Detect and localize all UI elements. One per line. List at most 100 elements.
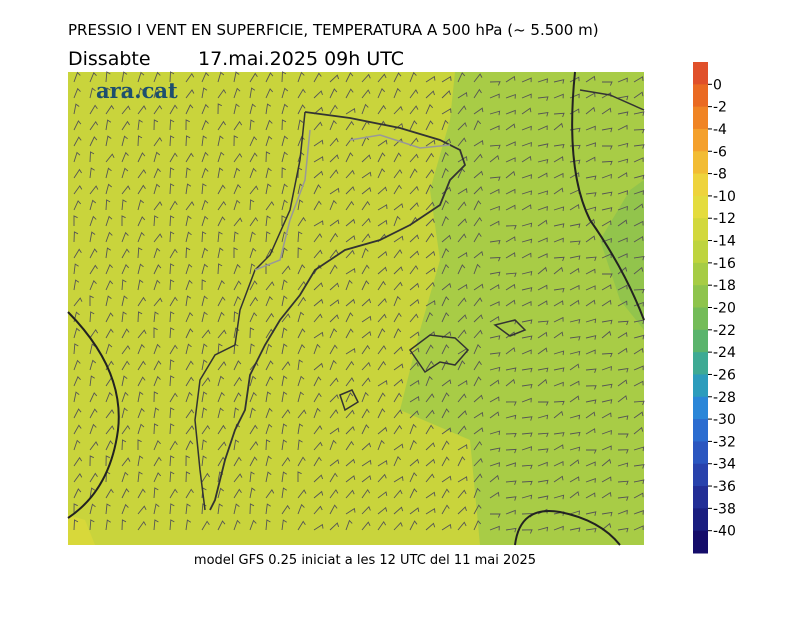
wind-barb xyxy=(553,156,564,163)
colorbar-segment xyxy=(693,374,708,398)
wind-barb xyxy=(505,170,516,179)
island xyxy=(339,389,359,412)
wind-barb xyxy=(505,272,517,278)
wind-barb xyxy=(345,519,353,531)
colorbar-label: -18 xyxy=(713,278,736,294)
wind-barb xyxy=(265,72,274,83)
colorbar-segment xyxy=(693,84,708,108)
wind-barb xyxy=(281,391,288,403)
wind-barb xyxy=(185,376,194,387)
wind-barb xyxy=(585,175,597,181)
wind-barb xyxy=(553,400,565,406)
wind-barb xyxy=(377,491,388,499)
wind-barb xyxy=(89,199,97,211)
wind-barb xyxy=(265,119,273,131)
wind-barb xyxy=(153,375,161,387)
isobar xyxy=(67,311,120,519)
wind-barb xyxy=(617,496,629,501)
wind-barb xyxy=(537,401,549,406)
wind-barb xyxy=(297,216,306,227)
wind-barb xyxy=(537,112,549,117)
wind-barb xyxy=(313,313,323,323)
wind-barb xyxy=(217,503,223,515)
wind-barb xyxy=(345,458,356,467)
day: Dissabte xyxy=(68,48,151,70)
wind-barb xyxy=(265,343,272,355)
wind-barb xyxy=(489,525,500,531)
wind-barb xyxy=(89,519,95,531)
wind-barb xyxy=(617,331,628,339)
wind-barb xyxy=(73,424,82,435)
wind-barb xyxy=(217,263,223,275)
wind-barb xyxy=(361,408,370,419)
wind-barb xyxy=(105,231,113,243)
wind-barb xyxy=(409,379,420,387)
wind-barb xyxy=(633,91,644,99)
wind-barb xyxy=(217,247,224,259)
wind-barb xyxy=(281,247,288,259)
wind-barb xyxy=(569,76,580,83)
wind-barb xyxy=(617,480,629,486)
wind-barb xyxy=(377,104,387,115)
wind-barb xyxy=(233,231,239,243)
wind-barb xyxy=(153,247,161,259)
wind-barb xyxy=(185,201,195,211)
wind-barb xyxy=(521,494,533,500)
wind-barb xyxy=(473,107,484,115)
colorbar-segment xyxy=(693,508,708,532)
wind-barb xyxy=(473,170,484,179)
wind-barb xyxy=(137,296,146,307)
wind-barb xyxy=(601,399,613,404)
colorbar-label: -8 xyxy=(713,167,727,183)
wind-barb xyxy=(361,442,372,451)
wind-barb xyxy=(297,471,302,482)
wind-barb xyxy=(249,343,255,355)
wind-barb xyxy=(265,295,273,307)
wind-barb xyxy=(457,122,467,131)
wind-barb xyxy=(361,298,372,307)
wind-barb xyxy=(185,311,194,323)
wind-barb xyxy=(505,401,517,406)
wind-barb xyxy=(553,288,565,293)
colorbar-segment xyxy=(693,173,708,197)
footer: model GFS 0.25 iniciat a les 12 UTC del … xyxy=(194,553,536,568)
wind-barb xyxy=(169,327,175,339)
colorbar-label: -4 xyxy=(713,122,727,138)
wind-barb xyxy=(441,138,452,147)
wind-barb xyxy=(409,458,420,467)
wind-barb xyxy=(361,247,369,259)
wind-barb xyxy=(457,188,468,195)
wind-barb xyxy=(377,73,387,83)
wind-barb xyxy=(537,78,549,83)
wind-barb xyxy=(409,185,419,195)
wind-barb xyxy=(313,376,322,387)
wind-barb xyxy=(393,215,401,227)
wind-barb xyxy=(137,71,145,83)
wind-barb xyxy=(553,331,564,339)
wind-barb xyxy=(361,187,372,195)
wind-barb xyxy=(521,335,533,341)
wind-barb xyxy=(329,104,338,115)
wind-barb xyxy=(265,455,272,467)
wind-barb xyxy=(521,287,533,292)
wind-barb xyxy=(137,471,143,483)
wind-barb xyxy=(377,328,386,339)
wind-barb xyxy=(121,439,127,451)
wind-barb xyxy=(265,471,272,483)
wind-barb xyxy=(633,365,644,371)
wind-barb xyxy=(553,444,564,451)
wind-barb xyxy=(281,295,288,307)
wind-barb xyxy=(409,488,418,499)
wind-barb xyxy=(169,503,175,515)
wind-barb xyxy=(313,200,322,211)
wind-barb xyxy=(89,343,96,355)
wind-barb xyxy=(265,439,271,451)
wind-barb xyxy=(505,527,517,533)
wind-barb xyxy=(281,103,288,115)
wind-barb xyxy=(633,236,644,243)
wind-barb xyxy=(505,252,516,259)
wind-barb xyxy=(553,410,564,419)
wind-barb xyxy=(265,376,274,387)
wind-barb xyxy=(313,298,324,307)
wind-barb xyxy=(313,505,323,515)
